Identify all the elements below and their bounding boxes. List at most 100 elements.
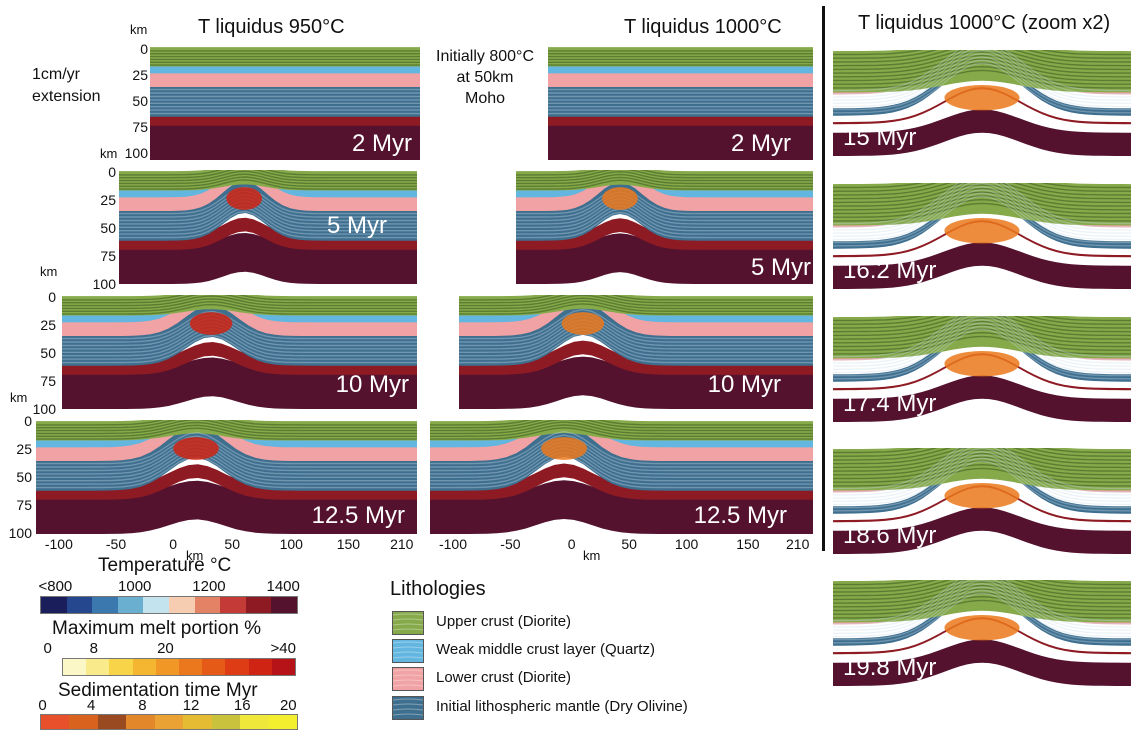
initial-line1: Initially 800°C bbox=[436, 48, 534, 65]
depth-unit: km bbox=[40, 264, 58, 279]
lithospheric-mantle-layer bbox=[62, 305, 417, 366]
upper-crust-stripe bbox=[516, 170, 813, 179]
mantle-lower-layer bbox=[833, 639, 1131, 686]
temperature-scale-title: Temperature °C bbox=[98, 555, 232, 576]
lower-crust-layer bbox=[548, 71, 813, 87]
colorbar-swatch bbox=[245, 597, 272, 613]
melt-zone bbox=[944, 217, 1020, 244]
mantle-stripe bbox=[833, 183, 1131, 228]
swatch-graphic bbox=[393, 640, 423, 662]
middle-crust-layer bbox=[62, 295, 417, 323]
mantle-stripe bbox=[833, 325, 1131, 377]
lower-crust-layer bbox=[430, 420, 813, 461]
colorbar-swatch bbox=[41, 715, 70, 729]
colorbar-swatch bbox=[202, 659, 226, 675]
mantle-stripe bbox=[833, 316, 1131, 358]
model-graphic bbox=[150, 47, 420, 160]
mantle-stripe bbox=[833, 50, 1131, 101]
depth-tick: 75 bbox=[100, 248, 116, 264]
column-divider bbox=[822, 6, 825, 551]
upper-crust-stripe bbox=[833, 331, 1131, 351]
colorbar-swatch bbox=[69, 715, 98, 729]
melt-zone bbox=[944, 84, 1020, 111]
depth-tick: 100 bbox=[8, 525, 32, 541]
melt-zone bbox=[944, 482, 1020, 509]
mantle-stripe bbox=[548, 95, 813, 98]
mantle-stripe bbox=[62, 327, 417, 357]
colorbar-swatch bbox=[66, 597, 93, 613]
sedimentation-tick: 12 bbox=[182, 697, 200, 714]
depth-tick: 25 bbox=[100, 192, 116, 208]
lithospheric-mantle-layer bbox=[459, 303, 813, 366]
mantle-stripe bbox=[833, 448, 1131, 493]
upper-crust-stripe bbox=[150, 50, 420, 52]
header-tliq-1000: T liquidus 1000°C bbox=[624, 16, 782, 38]
mantle-stripe bbox=[119, 200, 417, 228]
upper-crust-layer bbox=[150, 47, 420, 67]
mantle-stripe bbox=[430, 434, 813, 468]
upper-crust-stripe bbox=[833, 62, 1131, 82]
model-graphic bbox=[548, 47, 813, 160]
upper-crust-stripe bbox=[62, 295, 417, 301]
mantle-stripe bbox=[62, 314, 417, 343]
upper-crust-stripe bbox=[548, 55, 813, 58]
time-label: 12.5 Myr bbox=[693, 502, 787, 529]
legend-label: Initial lithospheric mantle (Dry Olivine… bbox=[436, 698, 688, 715]
colorbar-swatch bbox=[97, 715, 127, 729]
lithospheric-mantle-layer bbox=[833, 453, 1131, 514]
melt-zone bbox=[226, 187, 263, 210]
upper-crust-stripe bbox=[833, 65, 1131, 85]
melt-tick: 20 bbox=[157, 640, 174, 657]
mantle-stripe bbox=[548, 92, 813, 94]
swatch-fill bbox=[393, 697, 423, 719]
mantle-stripe bbox=[833, 450, 1131, 502]
initial-line2: at 50km bbox=[456, 69, 514, 86]
upper-crust-stripe bbox=[833, 595, 1131, 615]
mantle-hot-layer bbox=[430, 463, 813, 500]
mantle-stripe bbox=[119, 207, 417, 235]
colorbar-swatch bbox=[109, 659, 133, 675]
mantle-stripe bbox=[548, 106, 813, 108]
upper-crust-stripe bbox=[62, 295, 417, 304]
mantle-stripe bbox=[516, 211, 813, 239]
melt-tick: 0 bbox=[43, 640, 52, 657]
melt-zone bbox=[944, 614, 1020, 641]
colorbar-swatch bbox=[240, 715, 269, 729]
model-graphic bbox=[516, 170, 813, 284]
upper-crust-stripe bbox=[430, 424, 813, 437]
mantle-stripe bbox=[150, 95, 420, 98]
upper-crust-stripe bbox=[150, 64, 420, 66]
upper-crust-stripe bbox=[150, 61, 420, 63]
mantle-stripe bbox=[833, 316, 1131, 361]
upper-crust-stripe bbox=[833, 58, 1131, 78]
mantle-stripe bbox=[833, 580, 1131, 631]
swatch-stripe bbox=[393, 618, 423, 621]
upper-crust-stripe bbox=[548, 61, 813, 63]
upper-crust-stripe bbox=[548, 53, 813, 55]
upper-crust-stripe bbox=[459, 297, 813, 310]
colorbar-swatch bbox=[143, 597, 169, 613]
colorbar-swatch bbox=[194, 597, 221, 613]
swatch-fill bbox=[393, 612, 423, 634]
swatch-stripe bbox=[393, 651, 423, 654]
mantle-stripe bbox=[36, 438, 417, 472]
sedimentation-tick: 4 bbox=[87, 697, 96, 714]
zoom-panel: 18.6 Myr bbox=[833, 448, 1131, 554]
distance-tick: -100 bbox=[44, 536, 73, 552]
upper-crust-stripe bbox=[833, 456, 1131, 476]
depth-tick: 50 bbox=[40, 345, 56, 361]
model-panel: 12.5 Myr bbox=[36, 420, 417, 534]
model-graphic bbox=[833, 580, 1131, 686]
upper-crust-stripe bbox=[36, 420, 417, 429]
upper-crust-stripe bbox=[150, 53, 420, 55]
mantle-stripe bbox=[430, 430, 813, 465]
mantle-stripe bbox=[62, 310, 417, 340]
colorbar-swatch bbox=[168, 597, 195, 613]
upper-crust-stripe bbox=[430, 427, 813, 440]
mantle-stripe bbox=[150, 92, 420, 94]
upper-crust-stripe bbox=[833, 452, 1131, 472]
mantle-stripe bbox=[833, 195, 1131, 247]
upper-crust-stripe bbox=[430, 421, 813, 435]
mantle-stripe bbox=[833, 50, 1131, 95]
swatch-fill bbox=[393, 640, 423, 662]
